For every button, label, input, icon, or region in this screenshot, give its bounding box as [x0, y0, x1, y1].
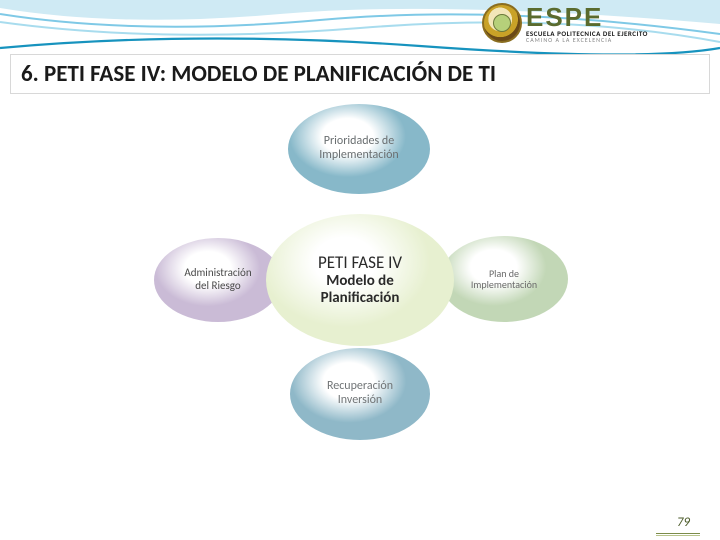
page-number: 79: [677, 515, 690, 530]
center-line1: PETI FASE IV: [318, 253, 402, 273]
espe-brand: ESPE: [526, 4, 648, 30]
satellite-top-line1: Prioridades de: [324, 135, 394, 149]
satellite-right-line2: Implementación: [471, 279, 537, 291]
espe-sub2: CAMINO A LA EXCELENCIA: [526, 37, 648, 43]
satellite-bottom-line2: Inversión: [338, 394, 382, 408]
satellite-bottom-line1: Recuperación: [327, 380, 393, 394]
peti-diagram: Prioridades deImplementaciónAdministraci…: [120, 110, 600, 470]
slide-title-frame: 6. PETI FASE IV: MODELO DE PLANIFICACIÓN…: [10, 54, 710, 94]
page-number-rule2: [656, 535, 700, 536]
center-line2: Modelo de: [326, 273, 394, 290]
satellite-bottom: RecuperaciónInversión: [290, 348, 430, 440]
satellite-top: Prioridades deImplementación: [288, 104, 430, 194]
center-line3: Planificación: [321, 290, 400, 307]
page-number-rule: [656, 533, 700, 534]
satellite-left-line2: del Riesgo: [195, 280, 240, 293]
espe-badge-icon: [482, 3, 522, 43]
satellite-right: Plan deImplementación: [440, 236, 568, 322]
espe-logo: ESPE ESCUELA POLITECNICA DEL EJERCITO CA…: [482, 2, 712, 44]
center-ellipse: PETI FASE IVModelo dePlanificación: [266, 214, 454, 346]
satellite-top-line2: Implementación: [319, 149, 398, 163]
slide-title: 6. PETI FASE IV: MODELO DE PLANIFICACIÓN…: [21, 60, 496, 88]
satellite-left: Administracióndel Riesgo: [154, 238, 282, 322]
